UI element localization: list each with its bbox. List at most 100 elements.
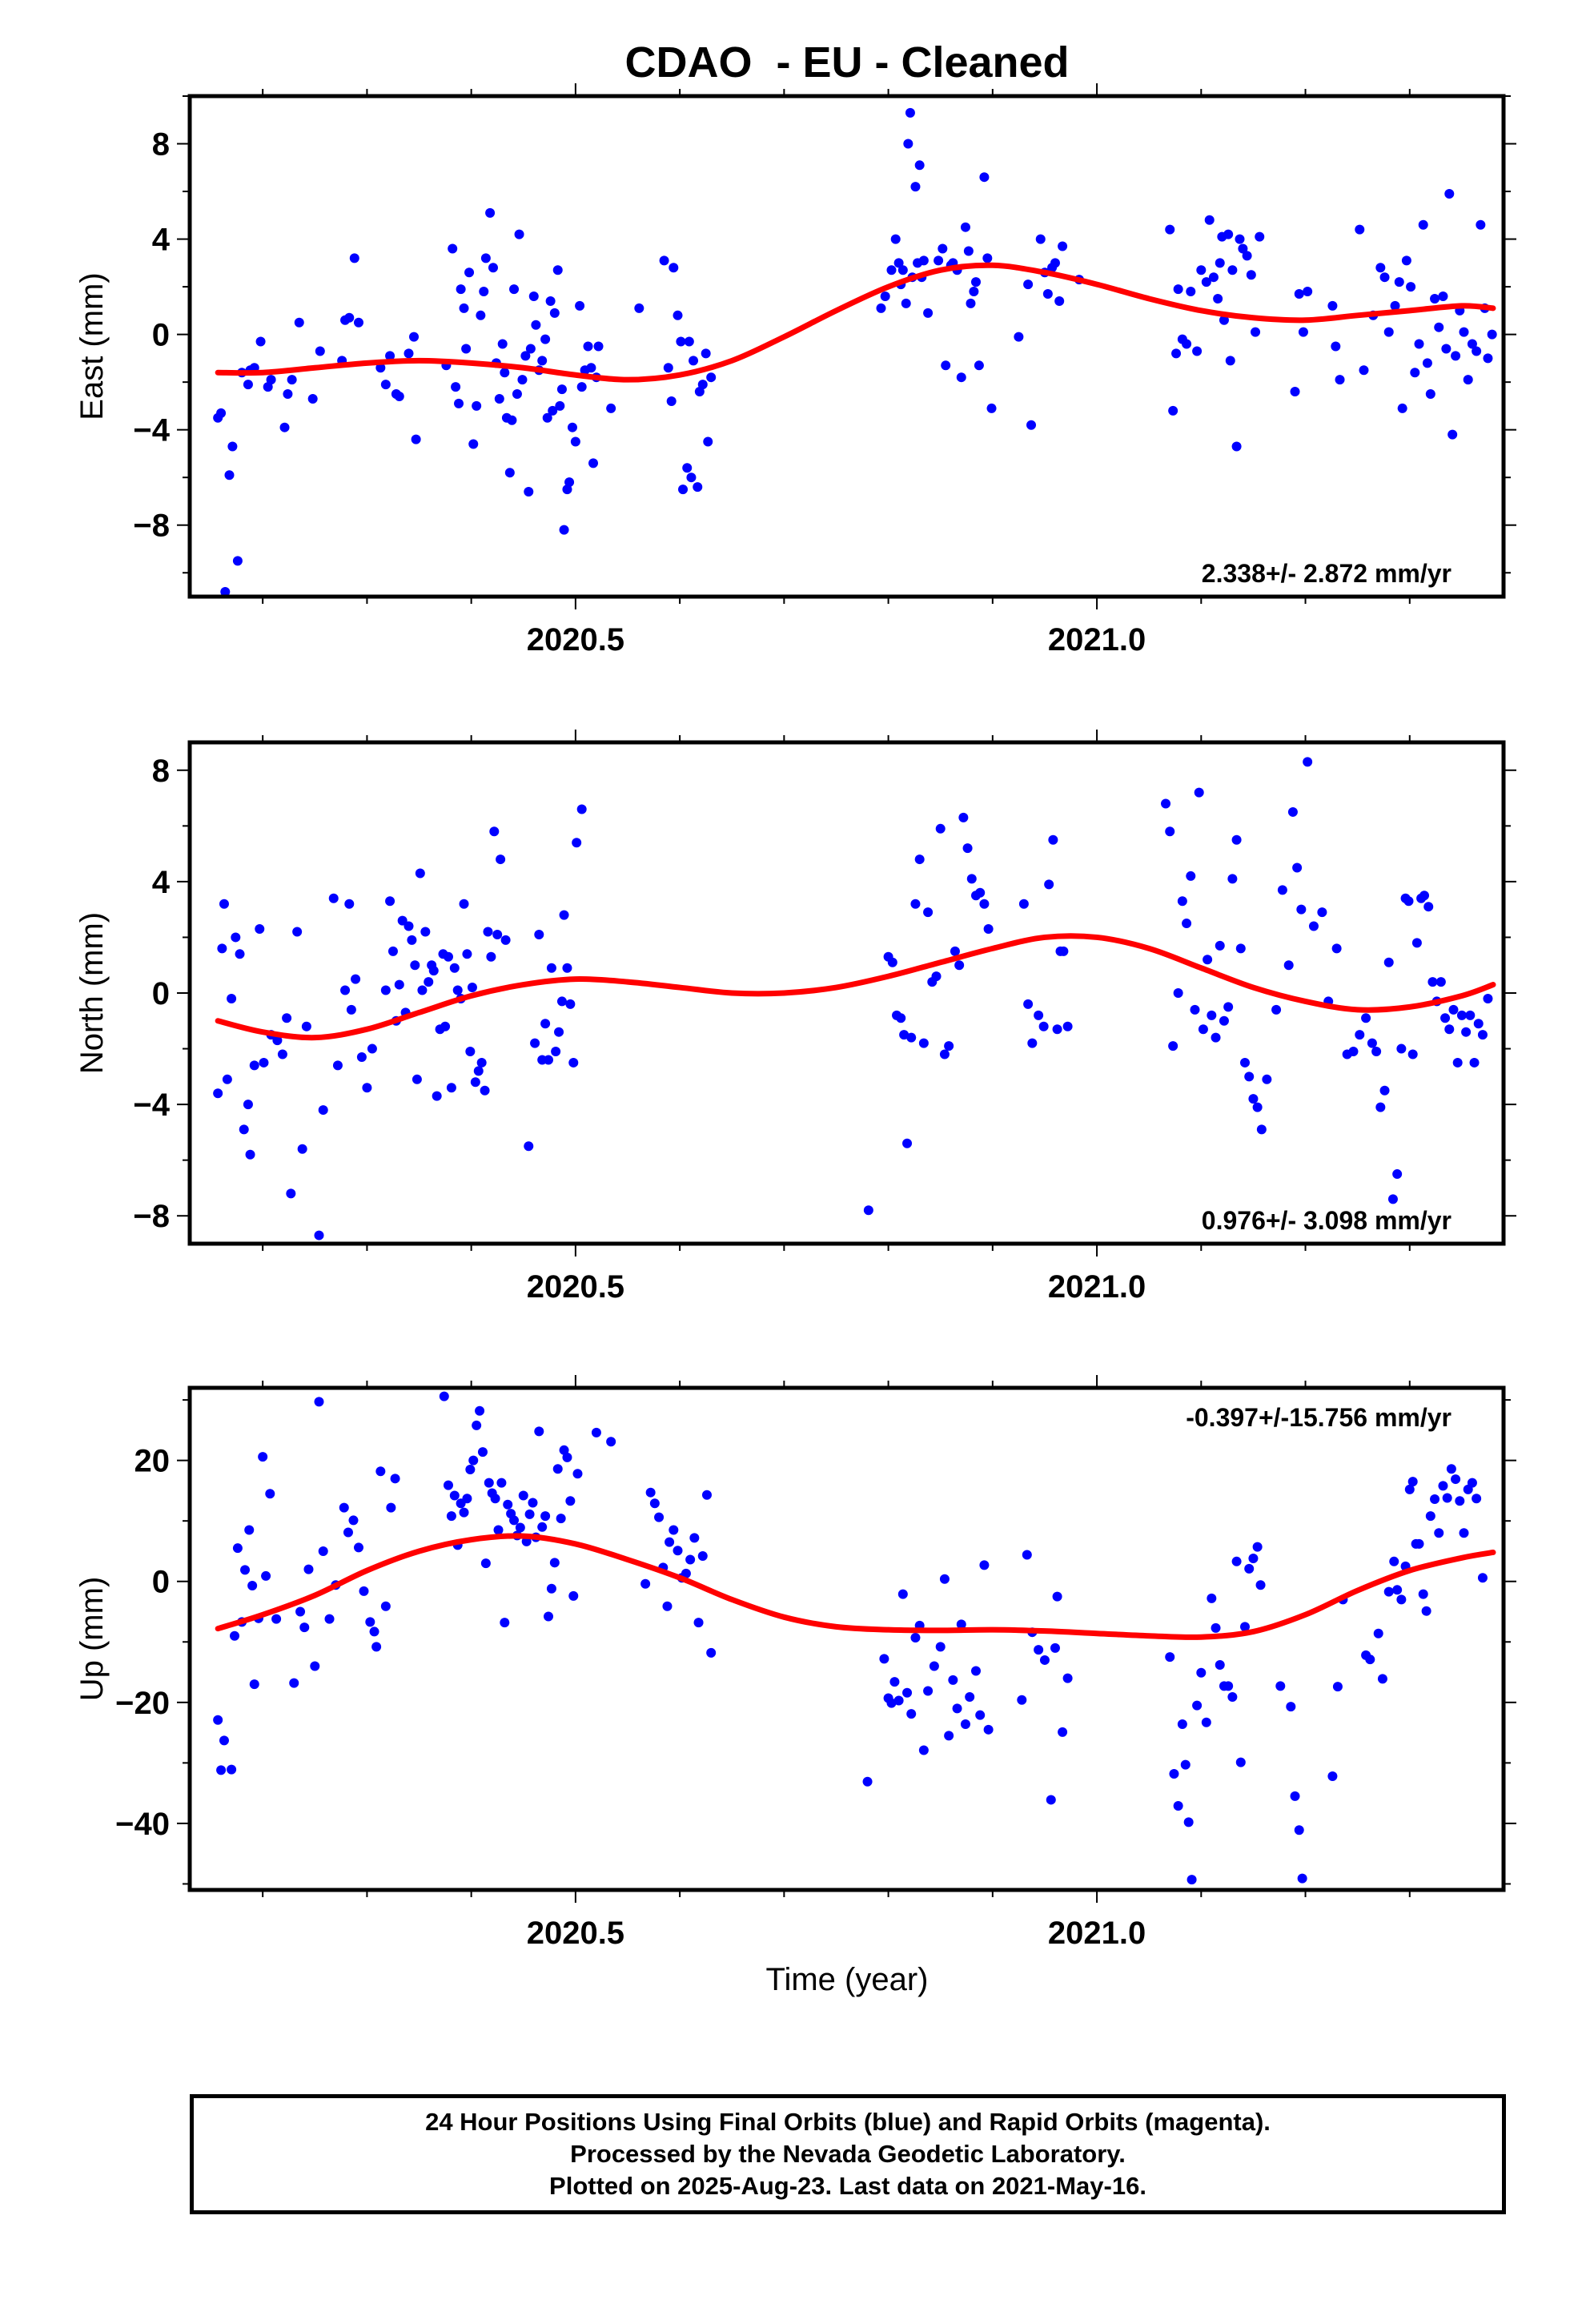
data-point: [565, 999, 576, 1009]
data-point: [897, 265, 908, 275]
data-point: [375, 1466, 386, 1477]
data-point: [1297, 1873, 1307, 1884]
data-point: [496, 1478, 507, 1488]
data-point: [1397, 403, 1407, 413]
data-point: [954, 960, 965, 971]
data-point: [1438, 292, 1448, 301]
data-point: [520, 351, 531, 361]
points-north: [213, 757, 1493, 1240]
data-point: [1440, 1013, 1451, 1023]
data-point: [1190, 1004, 1200, 1015]
data-point: [1444, 1024, 1455, 1035]
data-point: [640, 1578, 651, 1589]
data-point: [420, 927, 431, 937]
data-point: [485, 207, 496, 218]
data-point: [443, 951, 453, 962]
data-point: [470, 1077, 480, 1088]
data-point: [1472, 1494, 1482, 1504]
data-point: [1410, 368, 1420, 378]
data-point: [1183, 1817, 1194, 1827]
data-point: [1026, 420, 1037, 430]
data-point: [693, 482, 703, 493]
data-point: [923, 1686, 934, 1696]
data-point: [1434, 322, 1444, 332]
data-point: [479, 287, 489, 297]
data-point: [459, 303, 469, 313]
data-point: [546, 963, 556, 973]
fit-curve-up: [215, 1533, 1496, 1640]
data-point: [890, 234, 901, 244]
data-point: [272, 1035, 283, 1046]
data-point: [952, 1703, 962, 1714]
data-point: [476, 1057, 487, 1068]
data-point: [542, 412, 552, 423]
data-point: [689, 1533, 700, 1543]
x-tick-label-up: 2021.0: [1048, 1916, 1146, 1951]
data-point: [923, 308, 934, 318]
data-point: [294, 317, 304, 328]
data-point: [1255, 231, 1265, 242]
data-point: [918, 1038, 929, 1048]
data-point: [472, 1420, 482, 1430]
data-point: [475, 1405, 485, 1416]
data-point: [693, 1618, 704, 1628]
data-point: [515, 1522, 525, 1533]
data-point: [1050, 1642, 1060, 1653]
data-point: [649, 1498, 660, 1509]
data-point: [958, 812, 969, 822]
data-point: [213, 1715, 223, 1725]
y-tick-label-north: −4: [133, 1088, 170, 1123]
data-point: [261, 1570, 271, 1581]
data-point: [500, 935, 511, 945]
data-point: [979, 899, 990, 909]
x-tick-label-north: 2021.0: [1048, 1269, 1146, 1305]
data-point: [556, 384, 567, 395]
data-point: [1461, 1027, 1472, 1037]
fit-curve-east: [215, 262, 1496, 383]
data-point: [465, 1047, 476, 1057]
data-point: [1390, 300, 1400, 311]
data-point: [544, 1611, 554, 1622]
data-point: [432, 1091, 442, 1101]
data-point: [1483, 353, 1493, 364]
data-point: [1430, 293, 1440, 304]
data-point: [1208, 272, 1219, 283]
data-point: [1225, 356, 1235, 366]
data-point: [685, 1554, 696, 1565]
data-point: [588, 458, 599, 468]
footer-box: 24 Hour Positions Using Final Orbits (bl…: [190, 2094, 1506, 2214]
data-point: [310, 1661, 320, 1671]
data-point: [1223, 1002, 1234, 1012]
data-point: [417, 985, 428, 995]
data-point: [1298, 327, 1308, 337]
data-point: [938, 243, 948, 254]
data-point: [1375, 1102, 1386, 1112]
data-point: [1446, 1464, 1456, 1474]
data-point: [1286, 1702, 1296, 1712]
data-point: [544, 1055, 554, 1065]
data-point: [562, 1452, 572, 1462]
data-point: [1023, 279, 1034, 290]
data-point: [231, 932, 241, 943]
data-point: [1058, 946, 1069, 956]
data-point: [1165, 826, 1175, 837]
data-point: [380, 985, 391, 995]
y-axis-label-north: North (mm): [74, 912, 110, 1074]
data-point: [1434, 1528, 1444, 1538]
data-point: [230, 1630, 240, 1641]
data-point: [496, 854, 506, 865]
data-point: [1406, 282, 1416, 292]
data-point: [480, 253, 491, 263]
data-point: [555, 400, 565, 411]
points-up: [213, 1391, 1488, 1885]
data-point: [1303, 757, 1313, 767]
data-point: [351, 974, 361, 984]
data-point: [328, 893, 339, 903]
data-point: [404, 348, 414, 359]
data-point: [678, 485, 689, 495]
data-point: [243, 1100, 253, 1110]
data-point: [893, 258, 904, 268]
data-point: [673, 1546, 683, 1556]
data-point: [509, 1515, 520, 1526]
data-point: [266, 375, 276, 385]
